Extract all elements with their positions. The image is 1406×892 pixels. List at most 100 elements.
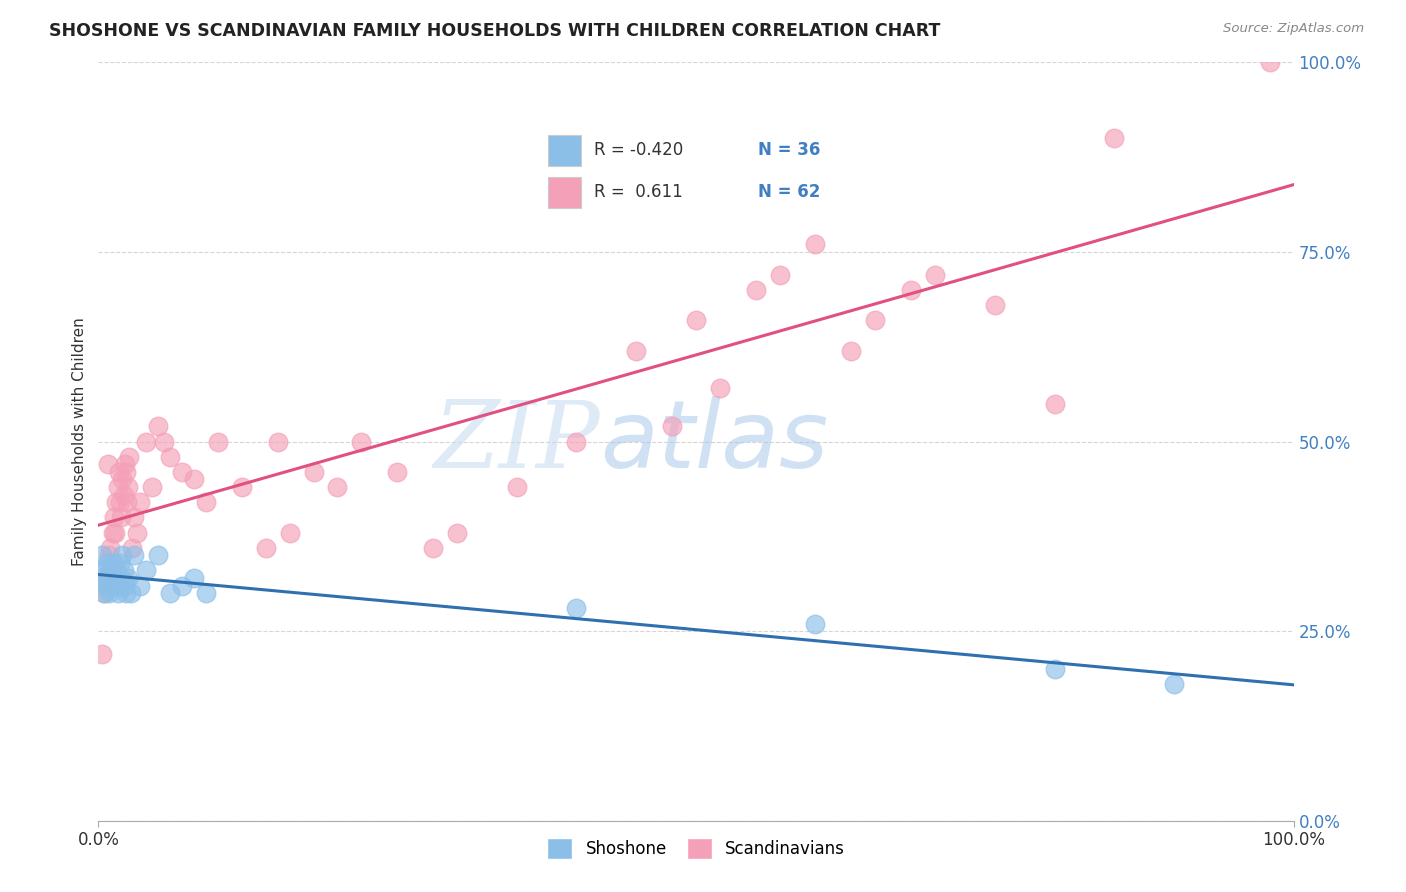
Point (124, 510, 146, 524)
Point (91, 564, 114, 578)
Legend: Shoshone, Scandinavians: Shoshone, Scandinavians (540, 831, 852, 865)
Point (1043, 662, 1066, 676)
FancyBboxPatch shape (548, 177, 581, 208)
Point (94, 579, 117, 593)
Point (111, 548, 134, 563)
Point (804, 616, 827, 631)
Point (326, 480, 349, 494)
Point (101, 556, 124, 570)
Point (100, 579, 122, 593)
Point (135, 564, 157, 578)
Point (112, 564, 135, 578)
Point (98, 548, 121, 563)
Point (105, 495, 128, 509)
Point (129, 579, 152, 593)
Point (626, 343, 648, 358)
Point (924, 268, 946, 282)
Text: N = 36: N = 36 (758, 142, 820, 160)
Point (124, 548, 146, 563)
Point (107, 480, 129, 494)
Point (183, 473, 205, 487)
Point (107, 586, 129, 600)
Point (709, 382, 731, 396)
Point (103, 571, 125, 585)
Point (115, 495, 138, 509)
Point (769, 268, 792, 282)
Point (93, 586, 115, 600)
Point (661, 419, 683, 434)
Text: Source: ZipAtlas.com: Source: ZipAtlas.com (1223, 22, 1364, 36)
Text: SHOSHONE VS SCANDINAVIAN FAMILY HOUSEHOLDS WITH CHILDREN CORRELATION CHART: SHOSHONE VS SCANDINAVIAN FAMILY HOUSEHOL… (49, 22, 941, 40)
Point (112, 487, 135, 501)
Point (103, 510, 125, 524)
Point (231, 480, 253, 494)
Point (900, 283, 922, 297)
Point (254, 541, 277, 555)
Point (108, 556, 131, 570)
Point (804, 237, 827, 252)
Point (98, 564, 122, 578)
Point (97, 457, 120, 471)
Point (91, 647, 114, 661)
Point (195, 586, 218, 600)
Point (118, 450, 141, 464)
Point (90, 571, 112, 585)
Point (121, 541, 143, 555)
Point (104, 525, 127, 540)
Point (172, 579, 194, 593)
Point (350, 434, 373, 449)
Point (565, 434, 588, 449)
Point (159, 450, 181, 464)
Point (159, 586, 181, 600)
Point (565, 601, 588, 615)
Point (91, 548, 114, 563)
Text: R = -0.420: R = -0.420 (595, 142, 683, 160)
Point (114, 457, 136, 471)
Point (183, 571, 205, 585)
Point (141, 480, 163, 494)
Point (1104, 131, 1126, 145)
Point (111, 473, 134, 487)
Point (105, 564, 128, 578)
Point (115, 465, 138, 479)
Point (110, 510, 132, 524)
Text: ZIP: ZIP (433, 397, 600, 486)
Point (506, 480, 529, 494)
Point (267, 434, 290, 449)
Point (93, 586, 115, 600)
Point (385, 465, 409, 479)
Point (98, 541, 122, 555)
Point (446, 525, 468, 540)
Text: R =  0.611: R = 0.611 (595, 184, 683, 202)
Point (1043, 396, 1066, 410)
Point (107, 579, 129, 593)
Point (114, 579, 136, 593)
Point (841, 343, 863, 358)
Point (117, 480, 139, 494)
Point (153, 434, 176, 449)
Point (148, 419, 170, 434)
Point (195, 495, 218, 509)
Point (96, 571, 118, 585)
Text: atlas: atlas (600, 396, 828, 487)
Point (302, 465, 325, 479)
Point (120, 586, 142, 600)
Y-axis label: Family Households with Children: Family Households with Children (72, 318, 87, 566)
Point (422, 541, 444, 555)
Point (97, 571, 120, 585)
Point (1163, 677, 1185, 691)
Point (135, 434, 157, 449)
FancyBboxPatch shape (548, 135, 581, 166)
Point (101, 525, 124, 540)
Point (115, 586, 138, 600)
Point (100, 564, 122, 578)
Point (110, 571, 132, 585)
Point (129, 495, 152, 509)
Point (172, 465, 194, 479)
Point (1258, 55, 1281, 70)
Point (107, 465, 129, 479)
Point (96, 556, 118, 570)
Point (148, 548, 170, 563)
Point (207, 434, 229, 449)
Point (865, 313, 887, 327)
